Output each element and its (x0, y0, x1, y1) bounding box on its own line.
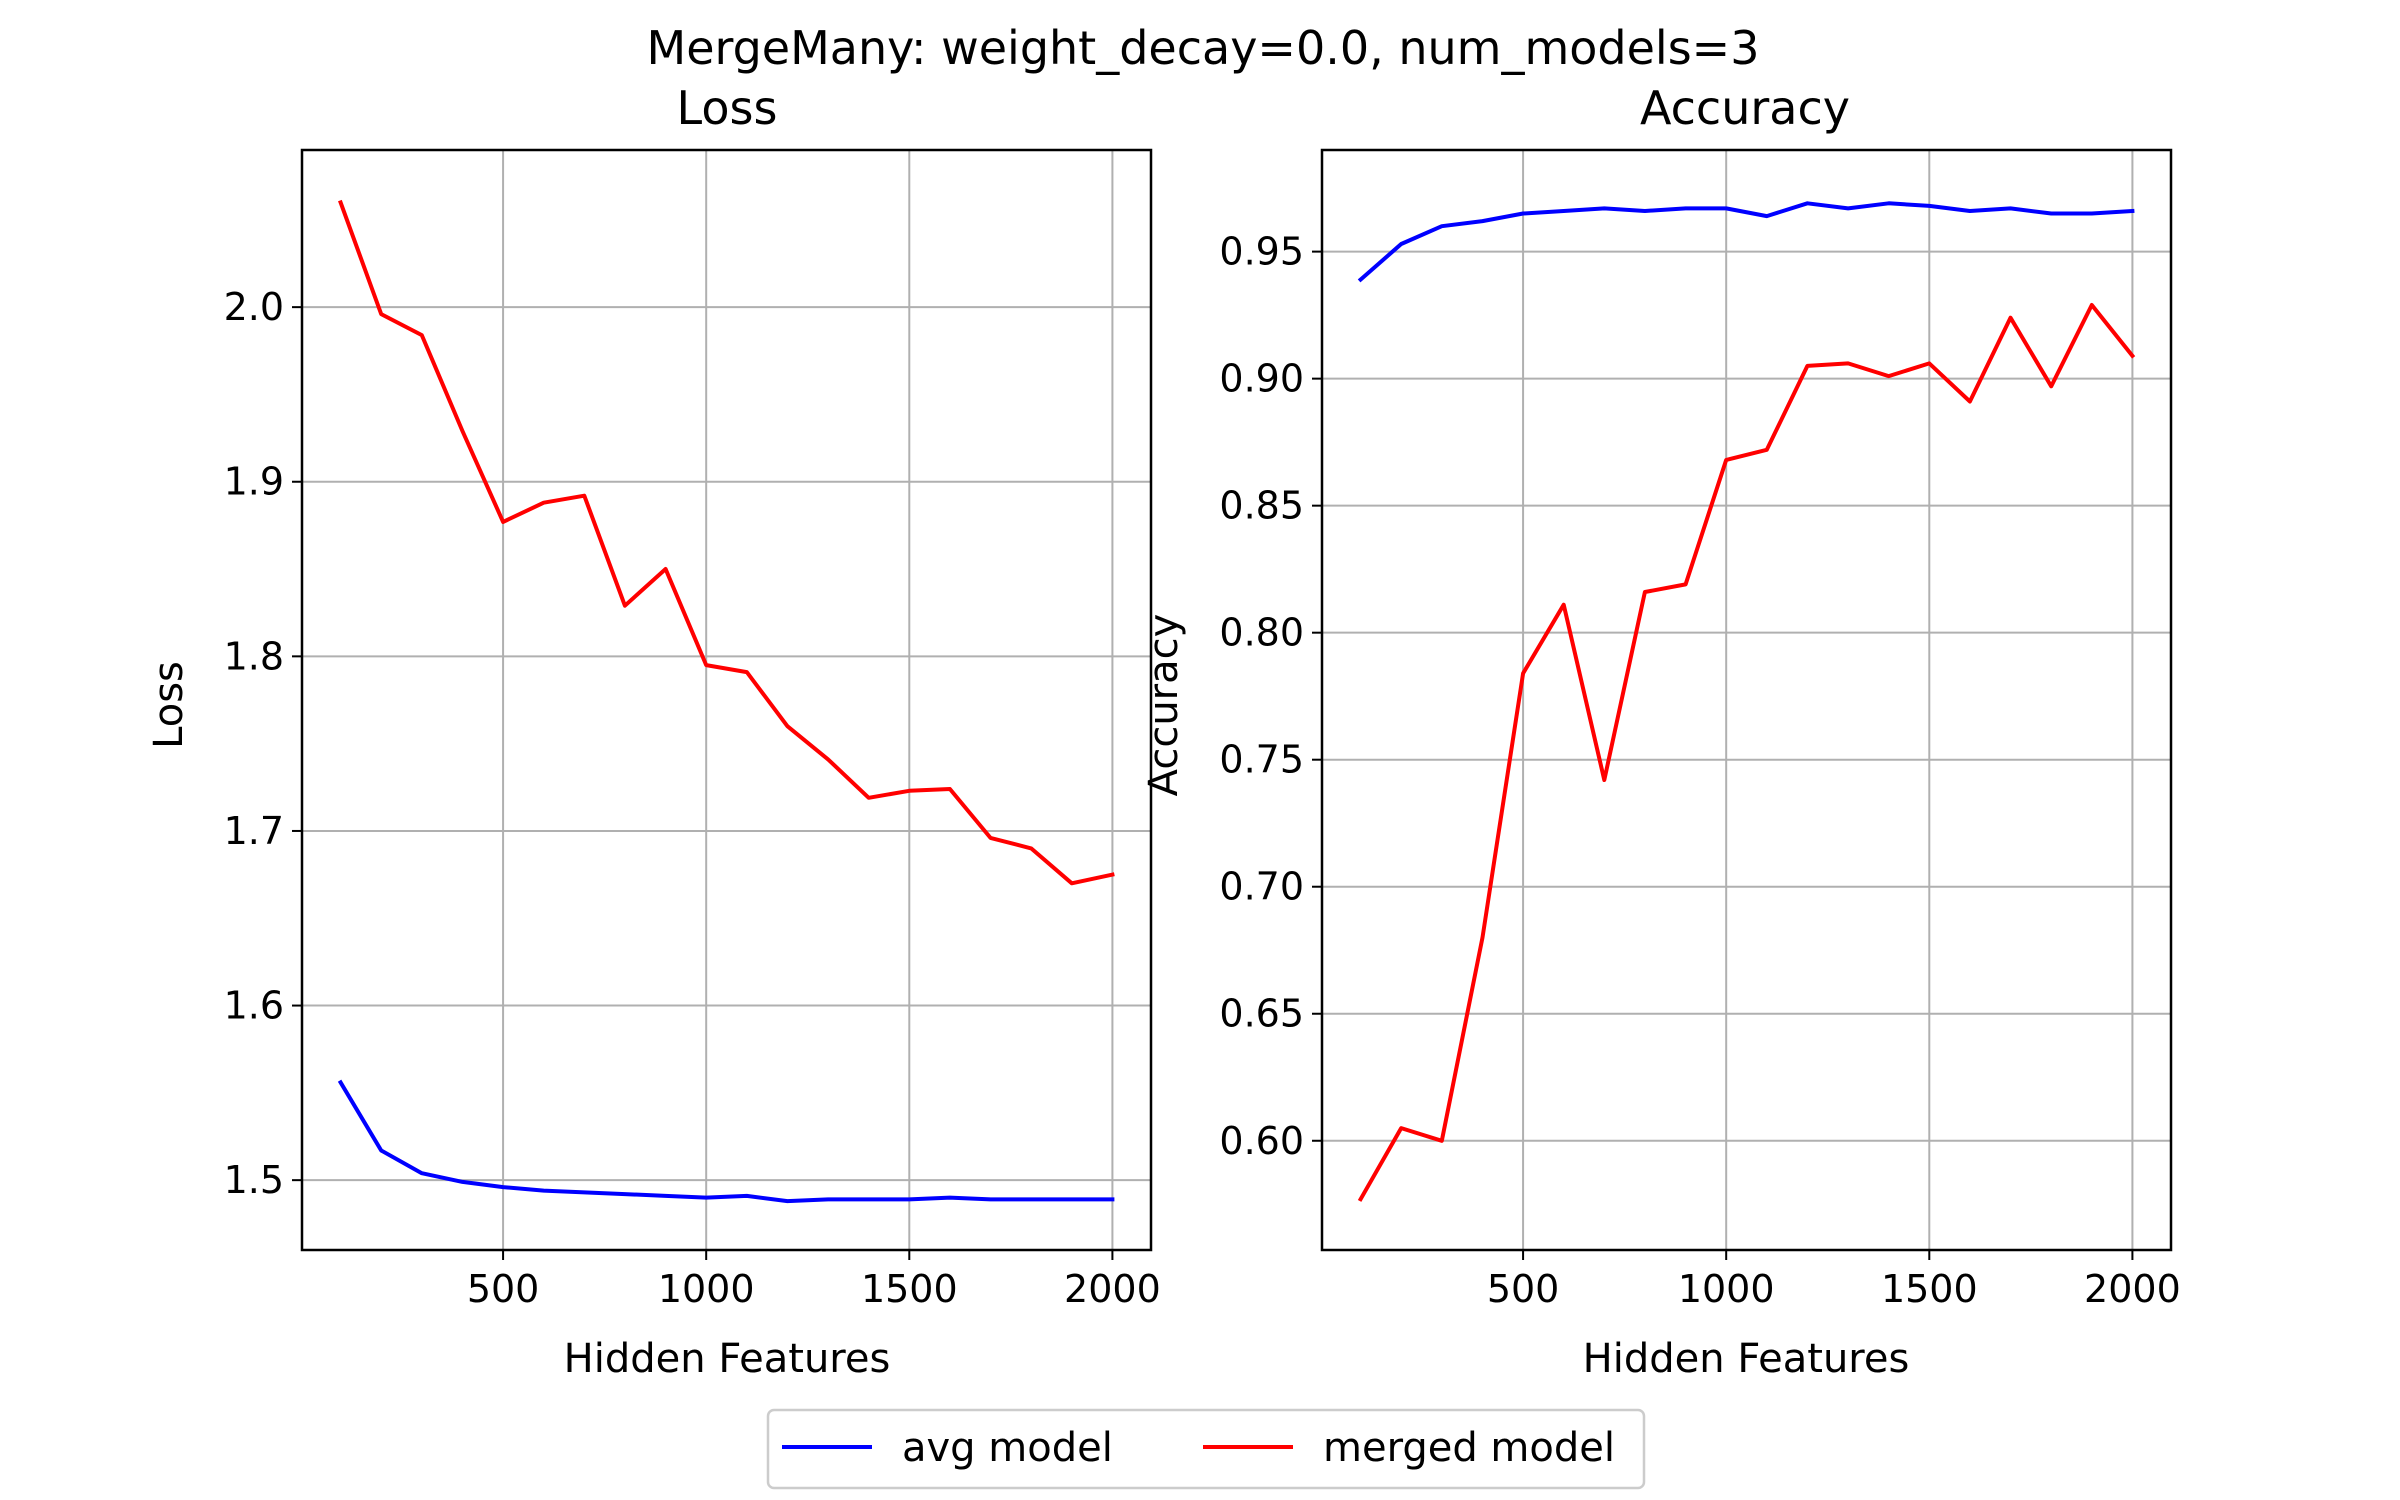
accuracy-axes: Accuracy 500 1000 1500 2000 0.60 0.65 0.70 0.75… (1141, 81, 2181, 1382)
accuracy-y-tick-label: 0.85 (1219, 484, 1304, 528)
accuracy-x-axis-label: Hidden Features (1583, 1336, 1910, 1382)
accuracy-series-avg-model-line (1357, 201, 2135, 283)
accuracy-x-tick-label: 500 (1487, 1267, 1560, 1311)
loss-gridlines (302, 150, 1151, 1250)
loss-y-tick-label: 2.0 (224, 285, 284, 329)
accuracy-gridlines (1322, 150, 2171, 1250)
legend-label-avg-model: avg model (902, 1425, 1113, 1471)
accuracy-series-merged-model-line (1357, 303, 2136, 1202)
loss-series-avg-model-line (337, 1079, 1115, 1204)
accuracy-ticks: 500 1000 1500 2000 0.60 0.65 0.70 0.75 0.80 0.85 0… (1219, 230, 2180, 1311)
accuracy-y-tick-label: 0.90 (1219, 357, 1304, 401)
loss-y-axis-label: Loss (146, 661, 192, 749)
loss-y-tick-label: 1.6 (224, 984, 284, 1028)
loss-x-tick-label: 500 (467, 1267, 540, 1311)
accuracy-axes-frame (1320, 148, 2173, 1252)
accuracy-y-tick-label: 0.80 (1219, 611, 1304, 655)
loss-y-tick-label: 1.7 (224, 809, 284, 853)
loss-axes-frame (300, 148, 1153, 1252)
accuracy-x-tick-label: 2000 (2084, 1267, 2181, 1311)
loss-series-group (337, 199, 1115, 1204)
loss-ticks: 500 1000 1500 2000 1.5 1.6 1.7 1.8 1.9 2.0 (224, 285, 1161, 1311)
figure-suptitle: MergeMany: weight_decay=0.0, num_models=… (647, 21, 1760, 75)
legend-label-merged-model: merged model (1323, 1425, 1615, 1471)
legend: avg model merged model (766, 1408, 1646, 1490)
loss-series-merged-model-line (338, 199, 1115, 886)
loss-x-tick-label: 2000 (1064, 1267, 1161, 1311)
accuracy-y-tick-label: 0.65 (1219, 992, 1304, 1036)
loss-y-tick-label: 1.5 (224, 1158, 284, 1202)
accuracy-series-group (1357, 201, 2136, 1202)
accuracy-y-tick-label: 0.60 (1219, 1119, 1304, 1163)
loss-axes: Loss 500 1000 1500 2000 1.5 1.6 1.7 1.8 1.9 2.0 H… (146, 81, 1161, 1382)
loss-axes-title: Loss (677, 81, 778, 135)
accuracy-x-tick-label: 1500 (1881, 1267, 1978, 1311)
accuracy-x-tick-label: 1000 (1678, 1267, 1775, 1311)
accuracy-axes-title: Accuracy (1640, 81, 1850, 135)
accuracy-y-tick-label: 0.95 (1219, 230, 1304, 274)
loss-x-tick-label: 1000 (658, 1267, 755, 1311)
accuracy-y-tick-label: 0.70 (1219, 865, 1304, 909)
accuracy-y-tick-label: 0.75 (1219, 738, 1304, 782)
loss-x-tick-label: 1500 (861, 1267, 958, 1311)
loss-y-tick-label: 1.9 (224, 460, 284, 504)
accuracy-y-axis-label: Accuracy (1141, 614, 1187, 797)
loss-y-tick-label: 1.8 (224, 634, 284, 678)
loss-x-axis-label: Hidden Features (564, 1336, 891, 1382)
